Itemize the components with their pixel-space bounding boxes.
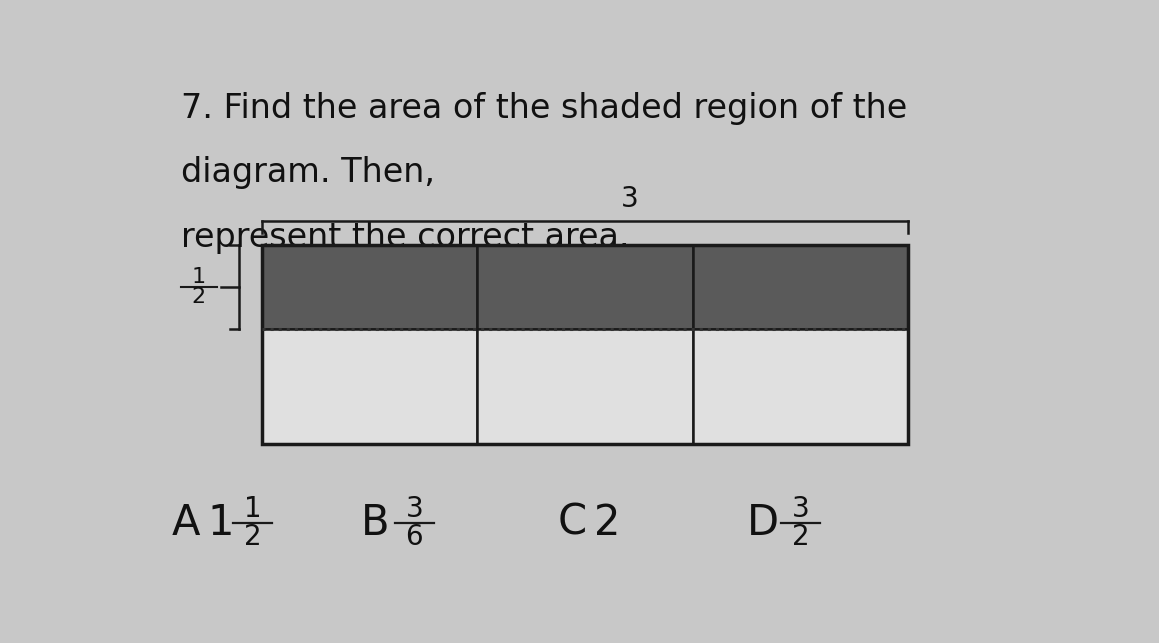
Bar — [262, 246, 478, 329]
Bar — [693, 246, 909, 329]
Text: 1: 1 — [207, 502, 234, 544]
Text: 3: 3 — [621, 185, 639, 213]
Bar — [693, 329, 909, 444]
Bar — [262, 246, 909, 444]
Text: 2: 2 — [595, 502, 620, 544]
Text: 2: 2 — [243, 523, 262, 550]
Text: A: A — [172, 502, 201, 544]
Text: 3: 3 — [406, 495, 423, 523]
Text: B: B — [360, 502, 389, 544]
Text: diagram. Then,: diagram. Then, — [181, 156, 445, 190]
Text: 1: 1 — [243, 495, 262, 523]
Text: 6: 6 — [406, 523, 423, 550]
Bar — [478, 329, 693, 444]
Text: D: D — [746, 502, 779, 544]
Text: 2: 2 — [191, 287, 206, 307]
Bar — [478, 246, 693, 329]
Text: C: C — [559, 502, 588, 544]
Text: 1: 1 — [191, 267, 206, 287]
Text: 2: 2 — [792, 523, 809, 550]
Bar — [262, 329, 478, 444]
Text: 3: 3 — [792, 495, 809, 523]
Text: 7. Find the area of the shaded region of the: 7. Find the area of the shaded region of… — [181, 92, 907, 125]
Text: represent the correct area.: represent the correct area. — [181, 221, 629, 254]
